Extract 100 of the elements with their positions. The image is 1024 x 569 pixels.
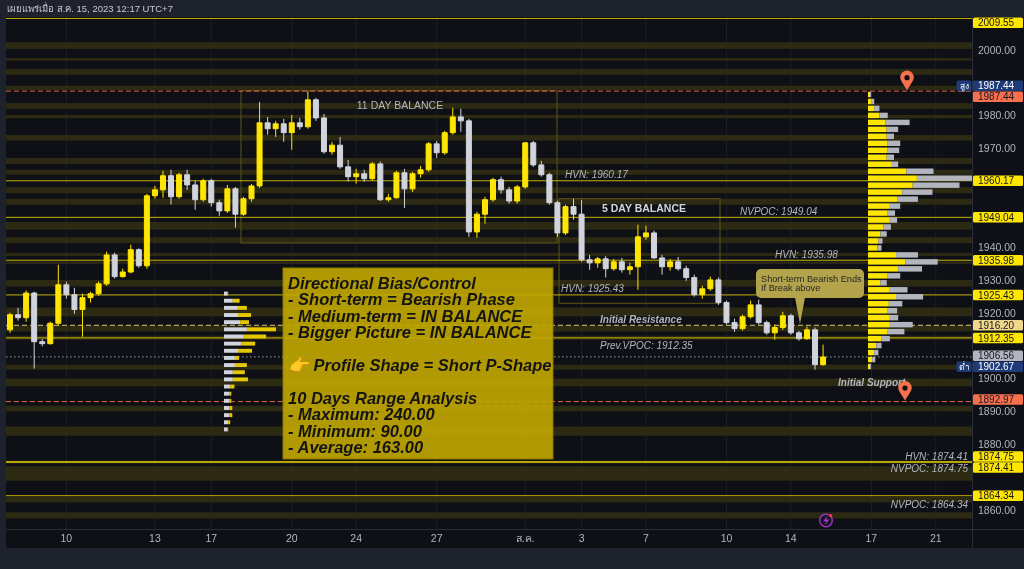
candlestick (296, 117, 303, 131)
candlestick (530, 140, 537, 168)
annotation: Initial Support (838, 377, 906, 389)
candlestick (683, 265, 690, 282)
bar (232, 370, 245, 375)
annotation: สูง (959, 80, 969, 92)
candlestick (385, 193, 392, 203)
candlestick (465, 118, 472, 238)
candlestick (651, 230, 658, 260)
bar (868, 321, 890, 328)
x-tick-label: 27 (430, 531, 443, 544)
candlestick (795, 330, 802, 342)
candlestick (401, 168, 408, 209)
ref-line-label: 1874.75 (978, 451, 1015, 463)
annotation: Initial Resistance (600, 314, 683, 326)
bar (229, 413, 233, 418)
y-tick-label: 1980.00 (978, 109, 1017, 122)
bar (224, 406, 230, 410)
bar (229, 391, 232, 396)
annotation: HVN: 1925.43 (561, 283, 625, 295)
candlestick (7, 312, 14, 334)
annotation: HVN: 1874.41 (905, 451, 968, 463)
ref-line-label: 1960.17 (978, 175, 1015, 187)
text: 1987.44 (978, 80, 1015, 92)
x-tick-label: 10 (60, 531, 73, 544)
candlestick (280, 118, 287, 143)
annotation: HVN: 1960.17 (565, 169, 629, 181)
x-tick-label: 17 (205, 531, 218, 544)
candlestick (208, 178, 215, 208)
bar (224, 341, 242, 346)
ref-line-label: 1935.98 (978, 254, 1015, 266)
bar (224, 391, 230, 396)
bar (224, 398, 230, 403)
candlestick (192, 180, 199, 211)
bar (868, 314, 890, 321)
x-tick-label: 24 (350, 531, 363, 544)
y-tick-label: 1970.00 (978, 142, 1017, 155)
bar (232, 298, 240, 303)
bar (868, 147, 888, 154)
candlestick (288, 114, 295, 151)
bar (868, 307, 888, 314)
ref-line-label: 1906.56 (978, 350, 1015, 362)
candlestick (441, 130, 448, 156)
bar (868, 154, 887, 160)
ref-line-label: 1987.44 (978, 91, 1015, 103)
x-tick-label: 20 (285, 531, 298, 544)
bar (229, 398, 232, 403)
text: Directional Bias/Control - Short-term = Bearish Phase - Medium-term = IN BALANCE - Bigger Picture = IN BALANCE 👉 Profile Shape = Short P-Shape 10 Days Range Analysis - Maximum: 240.00 - Minimum: 90.00 - Average: 163.00 (288, 274, 552, 456)
bar (237, 305, 247, 310)
candlestick (15, 307, 22, 322)
candlestick (675, 256, 682, 272)
bar (868, 301, 889, 307)
bar (868, 119, 886, 126)
bar (238, 348, 253, 353)
bar (241, 341, 256, 346)
ref-line-label: 1949.04 (978, 211, 1015, 223)
candlestick (111, 252, 118, 280)
y-tick-label: 1930.00 (978, 273, 1017, 286)
candlestick (642, 225, 649, 241)
ref-line-label: 2009.55 (978, 17, 1015, 29)
bar (889, 321, 913, 328)
y-tick-label: 1940.00 (978, 240, 1017, 253)
annotation: ต่ำ (958, 360, 970, 372)
x-tick-label: 17 (865, 531, 878, 544)
bar (868, 133, 887, 140)
bar (224, 305, 237, 310)
bar (876, 342, 882, 349)
candlestick (449, 107, 456, 136)
bar (229, 406, 233, 410)
ref-line-label: 1864.34 (978, 490, 1015, 502)
candlestick (329, 141, 336, 156)
bar (879, 112, 888, 119)
bar (885, 119, 910, 126)
candlestick (272, 120, 279, 138)
bar (232, 377, 248, 382)
candlestick (39, 338, 46, 347)
bar (234, 355, 240, 360)
bar (880, 280, 887, 286)
candlestick (216, 199, 223, 217)
annotation: Short-term Bearish Ends If Break above (761, 273, 862, 293)
bar (868, 126, 887, 133)
y-tick-label: 1920.00 (978, 306, 1017, 319)
chart-title: เผยแพร่เมื่อ ส.ค. 15, 2023 12:17 UTC+7 (7, 2, 173, 14)
x-tick-label: 13 (149, 531, 161, 544)
candlestick (264, 116, 271, 136)
bar (224, 370, 233, 375)
bar (868, 328, 888, 335)
annotation: Prev.VPOC: 1912.35 (600, 339, 694, 351)
candlestick (377, 161, 384, 202)
annotation: NVPOC: 1864.34 (890, 498, 969, 510)
candlestick (361, 169, 368, 183)
candlestick (626, 262, 633, 276)
bar (224, 313, 239, 317)
candlestick (312, 97, 319, 122)
bar (228, 420, 231, 425)
x-tick-label: 3 (578, 531, 585, 544)
candlestick (659, 254, 666, 276)
bar (224, 420, 229, 425)
bar (224, 320, 241, 325)
candlestick (184, 169, 191, 191)
